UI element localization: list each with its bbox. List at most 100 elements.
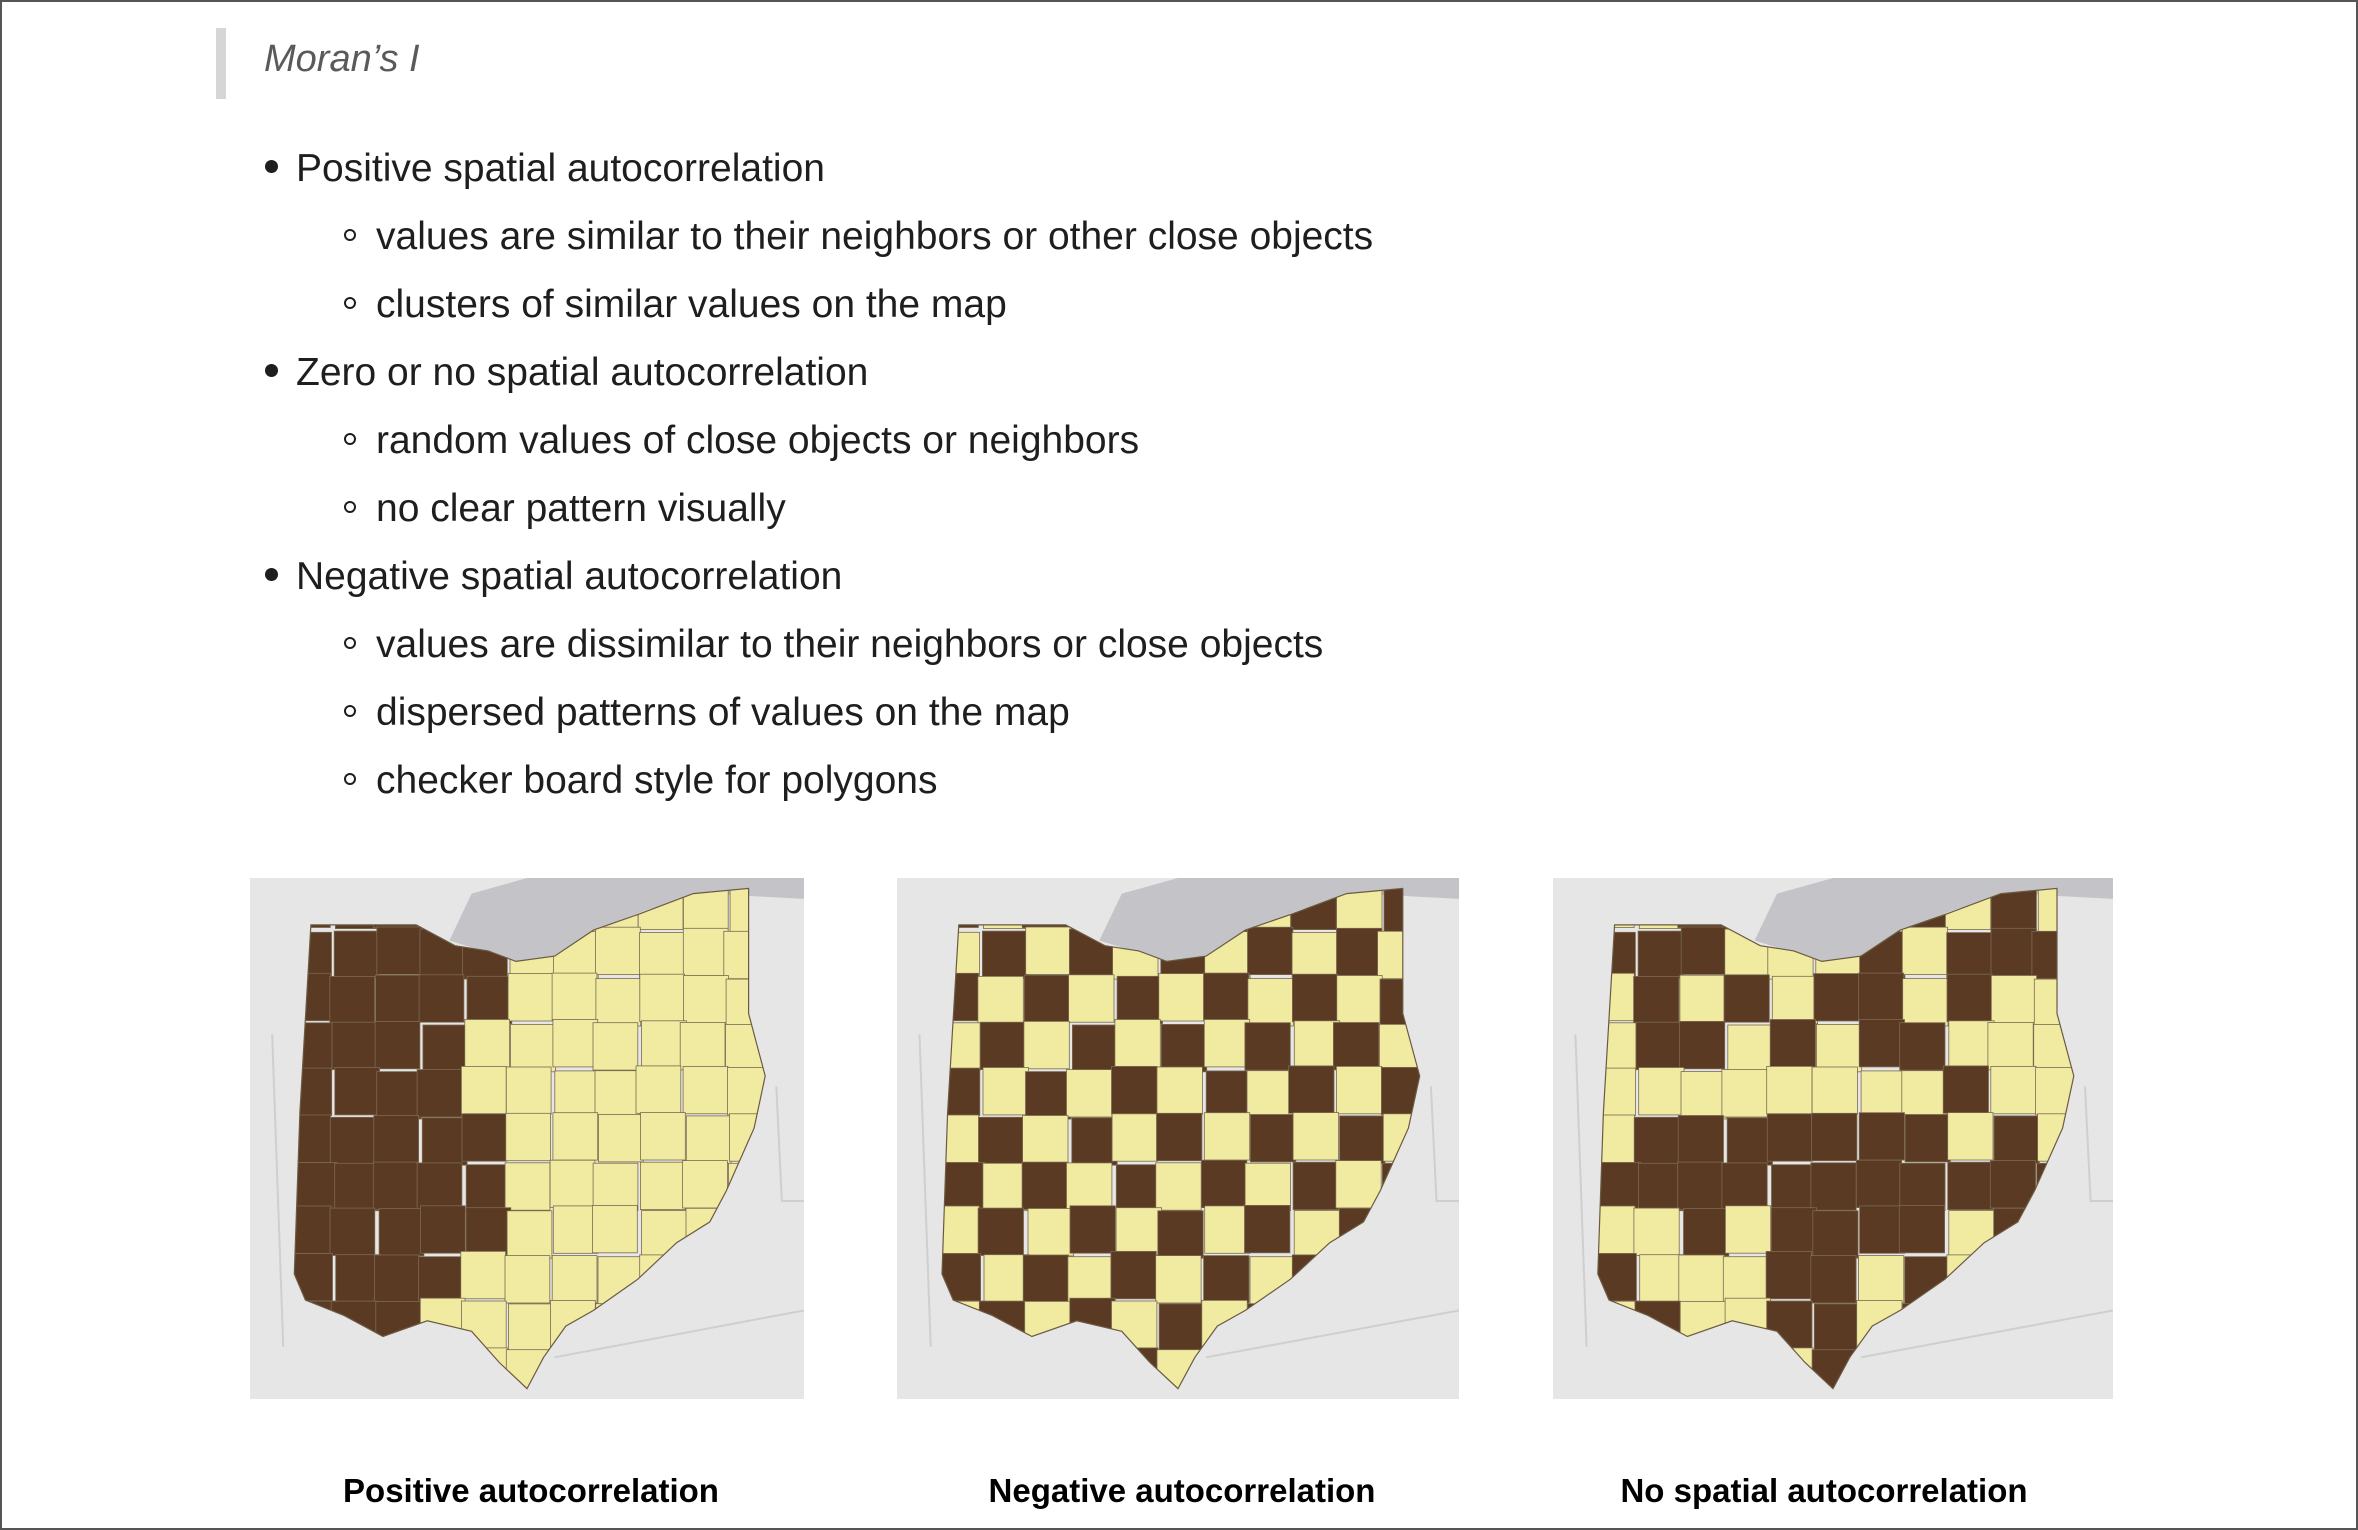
- county-polygon: [1339, 1115, 1386, 1164]
- county-polygon: [376, 1071, 422, 1120]
- county-polygon: [331, 1021, 378, 1070]
- county-polygon: [595, 978, 642, 1027]
- county-polygon: [1114, 1019, 1161, 1068]
- heading-accent-bar: [216, 28, 226, 99]
- county-polygon: [1771, 975, 1819, 1025]
- county-polygon: [552, 1019, 599, 1068]
- county-polygon: [1200, 1159, 1248, 1209]
- map-caption-no-spatial: No spatial autocorrelation: [1620, 1472, 2028, 1509]
- county-polygon: [1678, 1254, 1725, 1303]
- county-polygon: [1811, 1066, 1858, 1115]
- county-polygon: [682, 888, 729, 934]
- lake-erie-shape: [449, 878, 804, 962]
- county-polygon: [1203, 1019, 1251, 1068]
- county-polygon: [1813, 1303, 1860, 1352]
- county-polygon: [942, 1114, 980, 1163]
- county-polygon: [373, 1115, 420, 1164]
- county-polygon: [1679, 974, 1726, 1023]
- county-polygon: [294, 1114, 331, 1163]
- county-polygon: [1111, 1065, 1158, 1115]
- county-polygon: [1677, 1115, 1724, 1164]
- county-polygon: [682, 927, 729, 977]
- county-polygon: [1115, 1164, 1163, 1213]
- county-polygon: [334, 1067, 381, 1116]
- county-polygon: [1901, 926, 1948, 976]
- county-polygon: [1946, 932, 1993, 981]
- county-polygon: [1721, 1069, 1768, 1118]
- county-polygon: [1987, 1022, 2034, 1071]
- county-polygon: [416, 1069, 463, 1118]
- county-polygon: [1068, 974, 1115, 1023]
- lake-erie-shape: [1754, 878, 2113, 962]
- county-polygon: [1815, 1023, 1863, 1073]
- county-polygon: [420, 1205, 466, 1254]
- county-polygon: [1638, 1067, 1685, 1116]
- county-polygon: [1288, 1065, 1335, 1114]
- county-polygon: [1858, 1255, 1905, 1304]
- county-polygon: [1765, 1250, 1812, 1300]
- county-polygon: [1899, 1022, 1946, 1071]
- map-positive-autocorrelation: [250, 878, 804, 1399]
- sub-bullet-circle-icon: [344, 229, 356, 241]
- sub-bullet-item: dispersed patterns of values on the map: [376, 691, 1070, 734]
- county-polygon: [1203, 1112, 1251, 1161]
- county-polygon: [1901, 1070, 1948, 1119]
- county-polygon: [1679, 1020, 1726, 1070]
- county-polygon: [1116, 975, 1163, 1025]
- bullet-dot-icon: [265, 364, 278, 377]
- bullet-dot-icon: [265, 160, 278, 173]
- county-polygon: [983, 1254, 1030, 1303]
- county-polygon: [1244, 1204, 1291, 1254]
- county-polygon: [1633, 1116, 1680, 1166]
- county-polygon: [1155, 1162, 1202, 1211]
- county-polygon: [1022, 1115, 1069, 1164]
- state-outline: [1597, 887, 2075, 1390]
- sub-bullet-circle-icon: [344, 637, 356, 649]
- county-polygon: [1722, 1256, 1770, 1305]
- county-polygon: [640, 1112, 686, 1161]
- county-polygon: [639, 1161, 686, 1211]
- county-polygon: [460, 1065, 507, 1115]
- county-polygon: [1902, 978, 1949, 1027]
- county-polygon: [416, 1162, 463, 1211]
- county-polygon: [1156, 1066, 1203, 1115]
- bullet-dot-icon: [265, 568, 278, 581]
- county-polygon: [465, 1207, 512, 1256]
- county-polygon: [1727, 1024, 1774, 1073]
- county-polygon: [1771, 1164, 1818, 1213]
- county-polygon: [639, 932, 685, 981]
- county-polygon: [1158, 1303, 1206, 1352]
- county-polygon: [1160, 1023, 1208, 1073]
- county-polygon: [1811, 1112, 1858, 1162]
- county-polygon: [1292, 1112, 1339, 1161]
- county-polygon: [1810, 1255, 1857, 1304]
- county-polygon: [461, 1113, 508, 1162]
- county-polygon: [1948, 1020, 1995, 1069]
- county-polygon: [1680, 1071, 1727, 1120]
- county-polygon: [1597, 1205, 1636, 1254]
- county-polygon: [1293, 1020, 1341, 1069]
- county-polygon: [1203, 1255, 1250, 1304]
- county-polygon: [685, 1115, 732, 1164]
- county-polygon: [1770, 1207, 1818, 1256]
- county-polygon: [1291, 973, 1339, 1022]
- county-polygon: [504, 1255, 551, 1304]
- neighbor-state-border: [271, 1034, 804, 1359]
- county-polygon: [977, 1207, 1024, 1256]
- bullet-item: Positive spatial autocorrelation: [296, 147, 825, 190]
- county-polygon: [1022, 1254, 1069, 1303]
- county-polygon: [1336, 927, 1383, 977]
- county-polygon: [1680, 926, 1727, 975]
- sub-bullet-item: values are dissimilar to their neighbors…: [376, 623, 1324, 666]
- county-polygon: [552, 1112, 599, 1161]
- county-polygon: [1898, 1204, 1945, 1254]
- sub-bullet-item: clusters of similar values on the map: [376, 283, 1007, 326]
- county-polygon: [1205, 1070, 1253, 1119]
- county-polygon: [592, 1204, 638, 1254]
- county-polygon: [1638, 1162, 1685, 1212]
- county-polygon: [422, 1024, 469, 1073]
- county-polygon: [979, 1021, 1026, 1070]
- county-polygon: [1115, 1207, 1162, 1256]
- county-polygon: [1110, 1250, 1157, 1300]
- county-polygon: [641, 1020, 687, 1069]
